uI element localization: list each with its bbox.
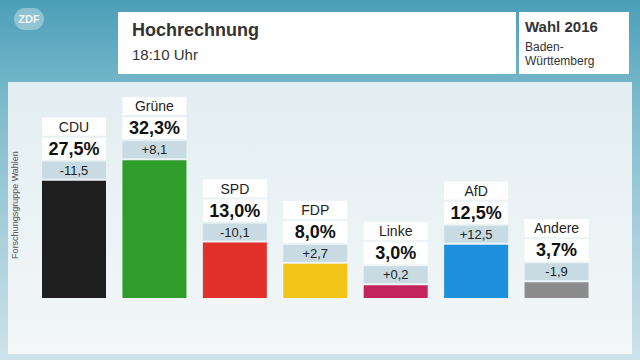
svg-text:SPD: SPD bbox=[220, 181, 249, 197]
svg-text:Linke: Linke bbox=[379, 223, 413, 239]
html-text:Forschungsgruppe Wahlen: Forschungsgruppe Wahlen bbox=[10, 151, 20, 259]
svg-text:8,0%: 8,0% bbox=[295, 222, 336, 242]
svg-text:+12,5: +12,5 bbox=[460, 227, 493, 242]
svg-text:-11,5: -11,5 bbox=[60, 163, 89, 178]
svg-text:3,7%: 3,7% bbox=[536, 240, 577, 260]
svg-text:CDU: CDU bbox=[59, 119, 89, 135]
svg-text:+8,1: +8,1 bbox=[142, 142, 168, 157]
svg-text:27,5%: 27,5% bbox=[48, 139, 99, 159]
html-text:Baden-Württemberg: Baden-Württemberg bbox=[525, 40, 595, 68]
svg-text:32,3%: 32,3% bbox=[129, 118, 180, 138]
svg-text:Andere: Andere bbox=[534, 220, 579, 236]
svg-text:+0,2: +0,2 bbox=[383, 267, 409, 282]
svg-text:AfD: AfD bbox=[464, 183, 487, 199]
svg-text:Grüne: Grüne bbox=[135, 98, 174, 114]
html-text:ZDF: ZDF bbox=[18, 13, 40, 25]
svg-text:FDP: FDP bbox=[301, 202, 329, 218]
html-text:18:10 Uhr: 18:10 Uhr bbox=[132, 46, 198, 63]
html-text:Hochrechnung: Hochrechnung bbox=[132, 20, 259, 40]
svg-text:12,5%: 12,5% bbox=[451, 203, 502, 223]
svg-text:3,0%: 3,0% bbox=[375, 243, 416, 263]
svg-text:-10,1: -10,1 bbox=[220, 225, 250, 240]
svg-text:+2,7: +2,7 bbox=[302, 246, 328, 261]
html-text:Wahl 2016: Wahl 2016 bbox=[525, 18, 598, 35]
svg-text:13,0%: 13,0% bbox=[209, 201, 260, 221]
svg-text:-1,9: -1,9 bbox=[545, 264, 567, 279]
